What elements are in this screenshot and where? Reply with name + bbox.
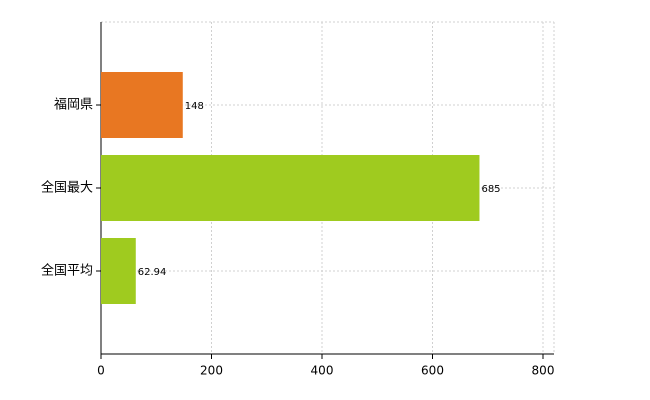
value-label: 62.94 xyxy=(138,267,167,278)
x-tick-label: 0 xyxy=(97,364,105,378)
value-label: 685 xyxy=(481,184,500,195)
value-label: 148 xyxy=(185,101,204,112)
x-tick-label: 800 xyxy=(532,364,555,378)
bar xyxy=(101,238,136,304)
bar xyxy=(101,72,183,138)
y-tick-label: 全国平均 xyxy=(41,263,93,279)
bar xyxy=(101,155,480,221)
x-tick-label: 600 xyxy=(421,364,444,378)
x-tick-label: 400 xyxy=(311,364,334,378)
y-tick-label: 福岡県 xyxy=(54,98,93,113)
x-tick-label: 200 xyxy=(200,364,223,378)
y-tick-label: 全国最大 xyxy=(41,180,93,196)
